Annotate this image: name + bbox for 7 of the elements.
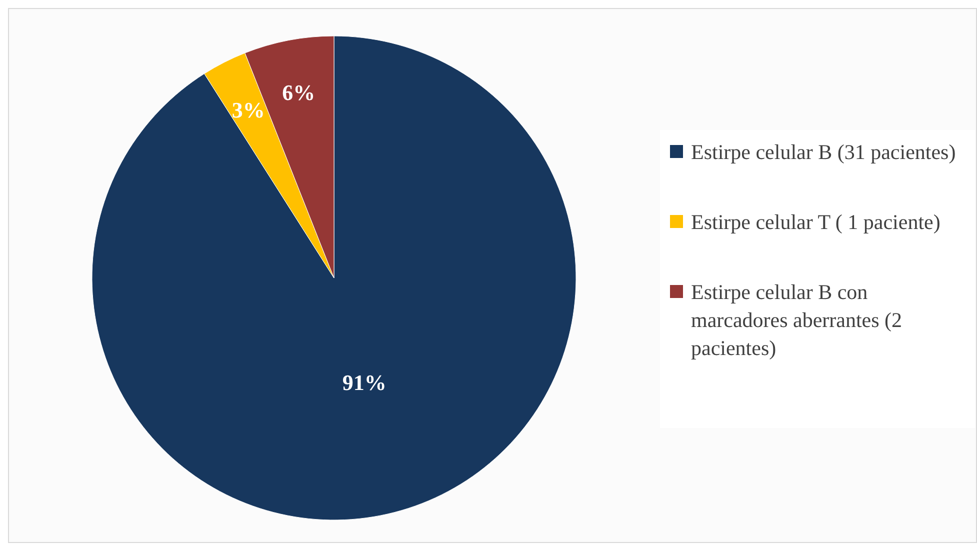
legend-label: Estirpe celular B (31 pacientes) [691,140,956,164]
pie-slice [92,36,576,520]
data-label: 6% [282,80,316,106]
legend-label: Estirpe celular B con marcadores aberrantes (2 pacientes) [691,280,902,360]
data-label: 91% [342,370,386,396]
data-label: 3% [232,97,265,122]
legend-label: Estirpe celular T ( 1 paciente) [691,210,940,234]
